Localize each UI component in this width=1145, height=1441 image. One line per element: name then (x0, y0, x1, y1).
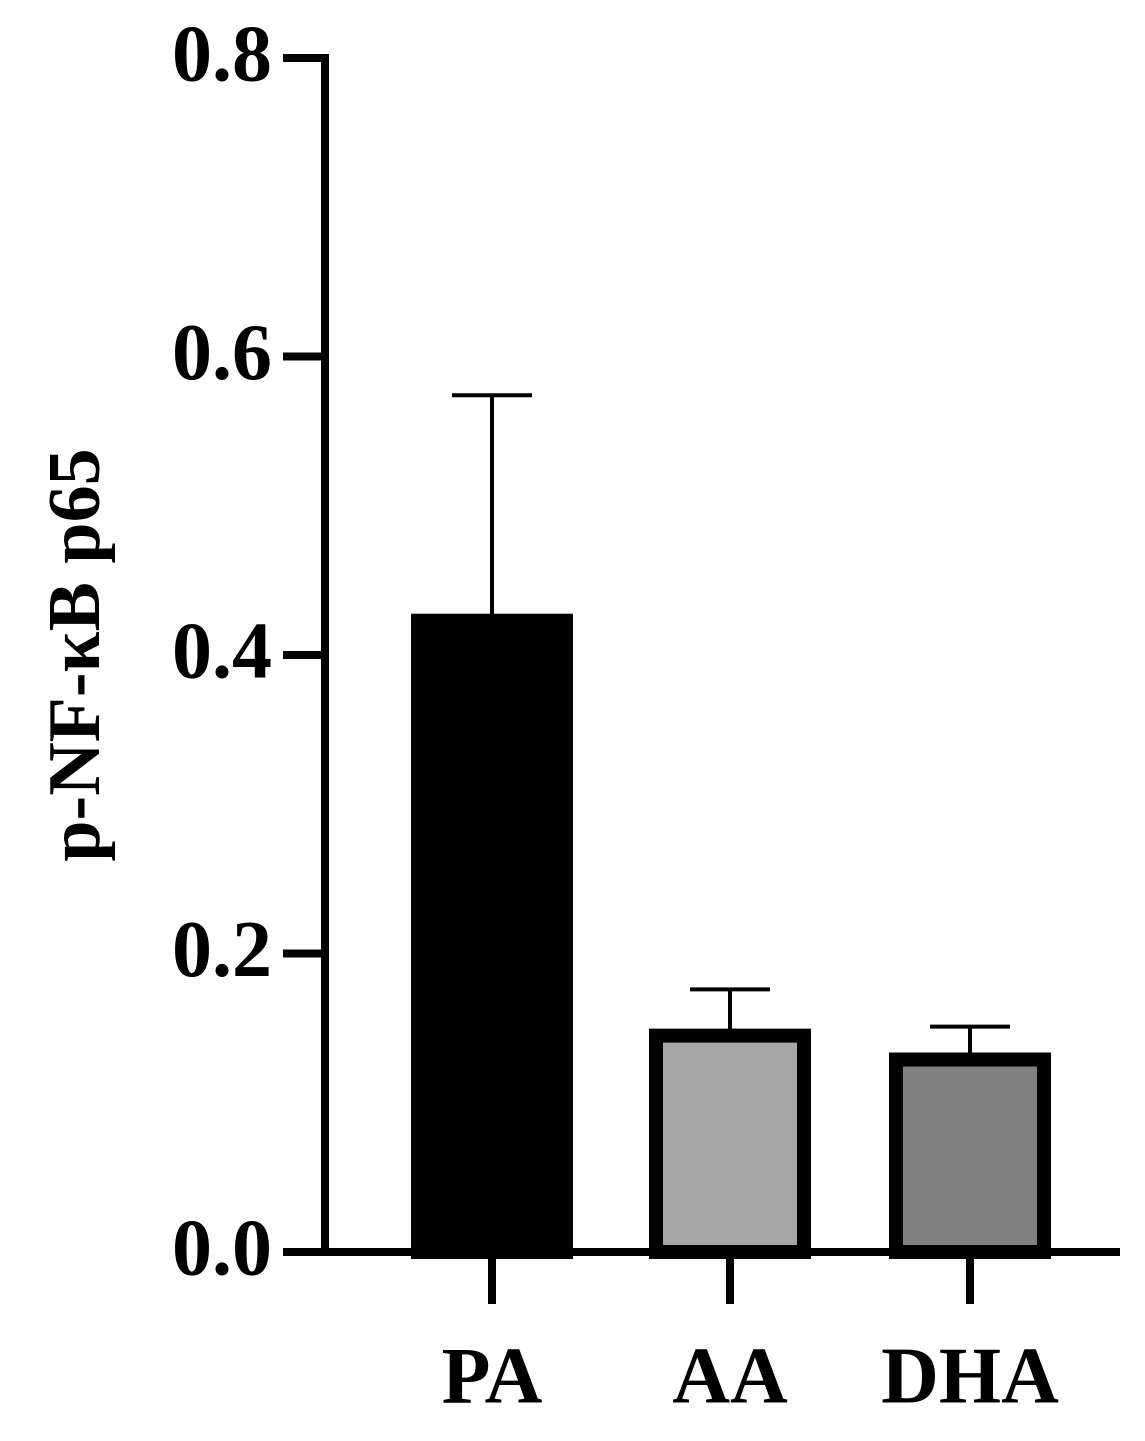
y-tick-label: 0.0 (172, 1204, 272, 1292)
bar (411, 613, 573, 1259)
x-tick-label: PA (442, 1332, 543, 1420)
y-tick-label: 0.4 (172, 607, 272, 695)
x-tick-label: AA (672, 1332, 788, 1420)
y-tick-label: 0.6 (172, 309, 272, 397)
y-tick-label: 0.2 (172, 906, 272, 994)
bar (889, 1052, 1051, 1260)
x-tick-label: DHA (881, 1332, 1059, 1420)
y-axis-label: p-NF-κB p65 (34, 448, 116, 861)
bar (649, 1028, 811, 1260)
y-tick-label: 0.8 (172, 10, 272, 98)
